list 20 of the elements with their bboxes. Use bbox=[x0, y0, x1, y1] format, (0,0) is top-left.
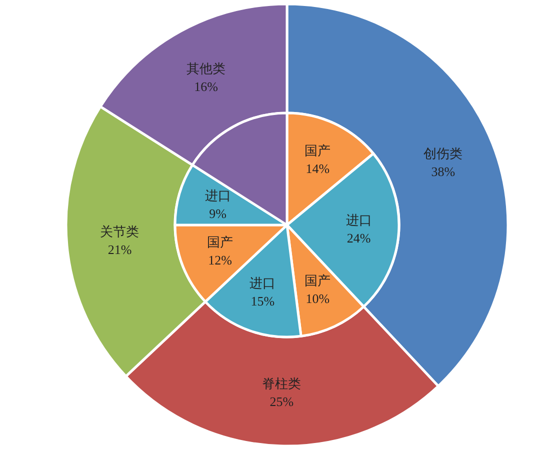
slice-label: 进口 bbox=[346, 212, 372, 228]
data-label: 25% bbox=[270, 394, 294, 409]
slice-label: 进口 bbox=[204, 188, 231, 203]
data-label: 10% bbox=[306, 291, 330, 306]
slice-label: 国产 bbox=[207, 234, 234, 250]
data-label: 21% bbox=[108, 242, 132, 257]
slice-label: 创伤类 bbox=[424, 146, 463, 162]
data-label: 12% bbox=[208, 252, 232, 268]
data-label: 16% bbox=[194, 78, 218, 94]
slice-label: 国产 bbox=[304, 142, 331, 158]
slice-label: 其他类 bbox=[186, 60, 226, 76]
data-label: 15% bbox=[250, 294, 275, 309]
slice-label: 脊柱类 bbox=[262, 376, 302, 391]
slice-label: 进口 bbox=[250, 276, 276, 291]
data-label: 9% bbox=[209, 206, 227, 221]
slice-label: 关节类 bbox=[100, 224, 140, 239]
data-label: 38% bbox=[431, 164, 456, 180]
data-label: 14% bbox=[306, 160, 330, 176]
data-label: 24% bbox=[346, 230, 371, 246]
slice-label: 国产 bbox=[304, 273, 331, 288]
